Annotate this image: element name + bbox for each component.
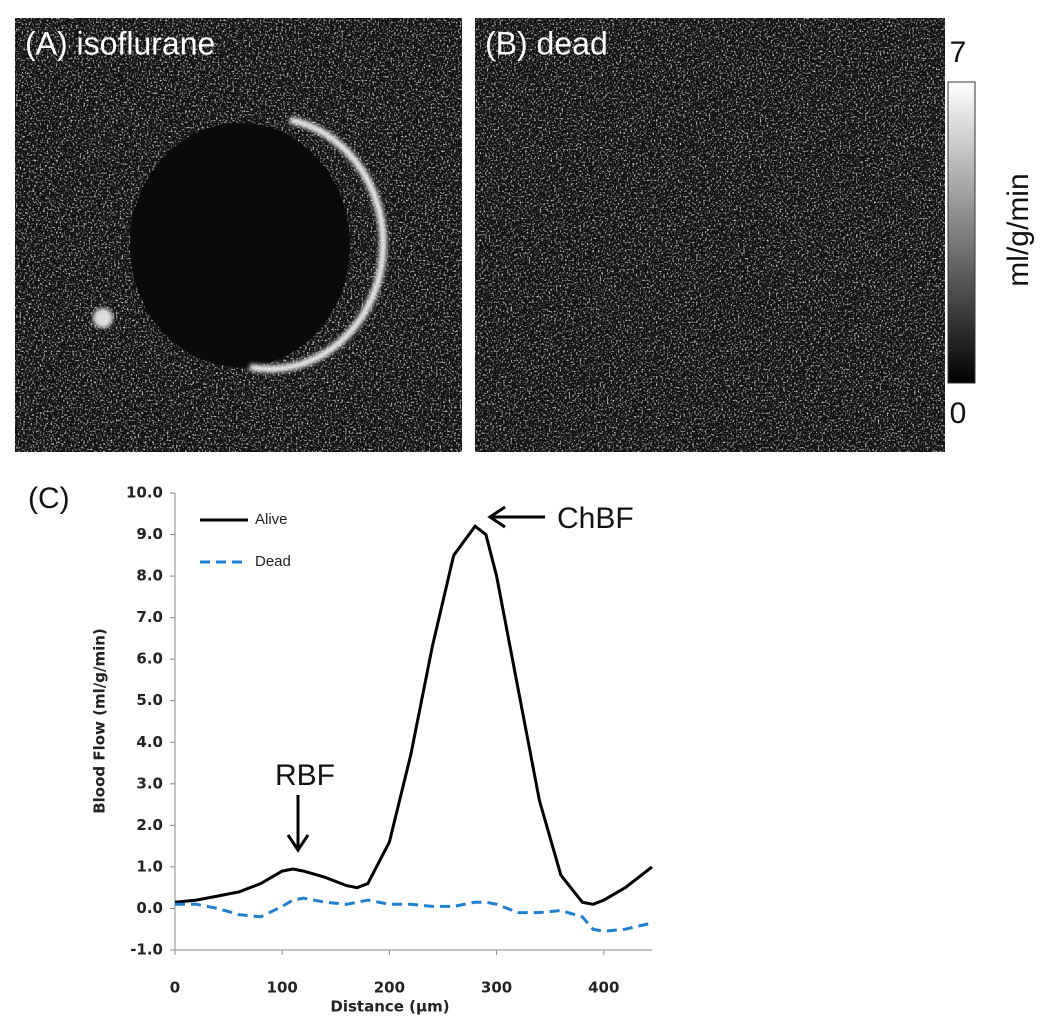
legend-label: Dead: [255, 553, 291, 570]
line: [174, 524, 653, 906]
annotation: ChBF: [557, 502, 634, 535]
colorbar: [947, 81, 976, 384]
y-tick-label: 2.0: [136, 816, 163, 834]
y-tick-label: 8.0: [136, 567, 163, 585]
x-tick-label: 200: [374, 979, 405, 997]
y-axis-label: Blood Flow (ml/g/min): [91, 628, 109, 814]
legend-label: Alive: [255, 511, 288, 528]
colorbar-tick-label: 7: [950, 36, 967, 69]
image-a: (A) isoflurane: [15, 18, 462, 452]
y-tick-label: 6.0: [136, 650, 163, 668]
y-tick-label: 10.0: [126, 484, 163, 502]
colorbar-label: ml/g/min: [1002, 173, 1035, 286]
y-tick-label: 7.0: [136, 608, 163, 626]
y-tick-label: -1.0: [130, 941, 163, 959]
x-tick-label: 100: [267, 979, 298, 997]
colorbar-tick-label: 0: [950, 397, 967, 430]
y-tick-label: 0.0: [136, 899, 163, 917]
x-tick-label: 400: [588, 979, 619, 997]
y-tick-label: 9.0: [136, 525, 163, 543]
panel-label: (B) dead: [485, 25, 608, 61]
x-tick-label: 0: [170, 979, 180, 997]
y-tick-label: 5.0: [136, 691, 163, 709]
line: [175, 896, 653, 933]
y-tick-label: 3.0: [136, 774, 163, 792]
image-b: (B) dead: [475, 18, 945, 452]
arrow: [286, 795, 310, 853]
x-tick-label: 300: [481, 979, 512, 997]
arrow: [487, 505, 545, 529]
annotation: RBF: [275, 759, 335, 792]
x-axis-label: Distance (µm): [330, 998, 449, 1016]
panel-label: (A) isoflurane: [25, 25, 215, 61]
panel-label: (C): [28, 482, 70, 515]
y-tick-label: 4.0: [136, 733, 163, 751]
y-tick-label: 1.0: [136, 857, 163, 875]
